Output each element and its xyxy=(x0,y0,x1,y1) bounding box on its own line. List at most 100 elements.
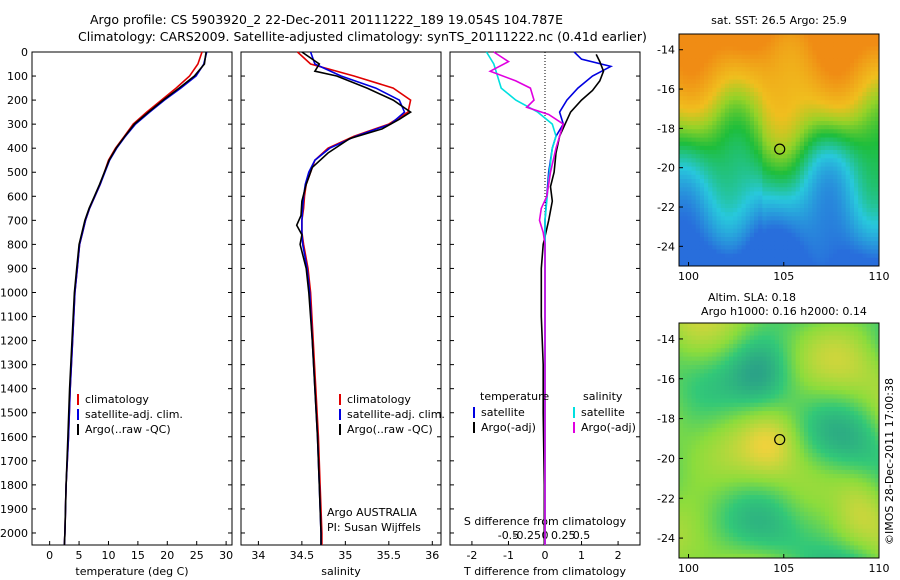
sst_map-cell xyxy=(745,162,751,167)
sst_map-cell xyxy=(683,208,688,213)
sst_map-cell xyxy=(824,249,830,254)
sla_map-cell xyxy=(691,331,697,336)
sla_map-cell xyxy=(687,469,692,475)
sst_map-cell xyxy=(783,96,788,101)
sst_map-cell xyxy=(874,38,880,43)
sla_map-cell xyxy=(824,339,830,345)
sla_map-cell xyxy=(683,398,688,404)
sst_map-cell xyxy=(683,125,688,130)
sst_map-cell xyxy=(783,237,788,242)
sst_map-cell xyxy=(858,166,863,172)
sst_map-cell xyxy=(858,257,863,263)
sst_map-cell xyxy=(699,220,705,225)
sst_map-cell xyxy=(874,116,880,122)
sst_map-cell xyxy=(804,245,809,250)
sst_map-cell xyxy=(808,87,813,93)
sla_map-cell xyxy=(699,495,705,500)
sst_map-cell xyxy=(766,232,772,238)
sla_map-cell xyxy=(858,440,863,446)
sst_map-cell xyxy=(791,150,797,155)
sst_map-cell xyxy=(770,87,776,93)
sst_map-cell xyxy=(866,195,872,201)
sst_map-cell xyxy=(799,166,805,172)
sst_map-cell xyxy=(874,42,880,47)
sst_map-cell xyxy=(712,83,717,89)
sla_map-cell xyxy=(774,495,780,500)
sla_map-cell xyxy=(712,457,717,462)
sst_map-cell xyxy=(754,87,759,93)
sst_map-cell xyxy=(762,166,767,172)
sst_map-cell xyxy=(691,145,697,151)
sst_map-cell xyxy=(745,87,751,93)
sst_map-cell xyxy=(812,179,817,184)
sst_map-cell xyxy=(820,166,826,172)
sst_map-cell xyxy=(795,133,801,138)
sla_map-cell xyxy=(754,348,759,353)
sla_map-cell xyxy=(874,495,880,500)
depth-tick-label: 100 xyxy=(7,70,28,83)
sst_map-cell xyxy=(708,249,713,254)
sla_map-cell xyxy=(804,427,809,433)
sst_map-cell xyxy=(695,79,701,85)
sla_map-cell xyxy=(858,444,863,450)
sst_map-cell xyxy=(679,34,684,39)
sla_map-cell xyxy=(766,423,772,429)
sla_map-cell xyxy=(699,448,705,454)
sst_map-cell xyxy=(716,203,722,209)
sla_map-cell xyxy=(745,482,751,488)
sst_map-cell xyxy=(716,67,722,72)
sst_map-cell xyxy=(729,75,734,80)
sla_map-cell xyxy=(754,457,759,462)
sst_map-cell xyxy=(754,63,759,68)
sst_map-cell xyxy=(824,34,830,39)
sst_map-cell xyxy=(716,79,722,85)
sst_map-cell xyxy=(733,179,738,184)
sst_map-cell xyxy=(824,129,830,134)
sla_map-cell xyxy=(737,465,742,471)
sla_map-cell xyxy=(812,398,817,404)
sst_map-cell xyxy=(874,145,880,151)
sst_map-cell xyxy=(854,191,859,196)
sst_map-cell xyxy=(870,96,876,101)
sst_map-cell xyxy=(824,50,830,56)
sst_map-cell xyxy=(795,79,801,85)
sst_map-cell xyxy=(766,183,772,188)
sst_map-cell xyxy=(724,42,730,47)
sla_map-cell xyxy=(858,331,863,336)
sla_map-cell xyxy=(766,465,772,471)
sst_map-cell xyxy=(749,212,755,217)
sla_map-cell xyxy=(758,402,763,408)
sst_map-cell xyxy=(849,121,855,126)
sst_map-cell xyxy=(766,170,772,176)
sst_map-cell xyxy=(812,54,817,60)
sla_map-cell xyxy=(699,394,705,399)
sla_map-cell xyxy=(683,478,688,483)
sla_map-cell xyxy=(699,377,705,383)
sla_map-cell xyxy=(854,339,859,345)
sst_map-cell xyxy=(866,87,872,93)
sst_map-cell xyxy=(833,166,838,172)
sst_map-cell xyxy=(737,208,742,213)
sst_map-cell xyxy=(683,179,688,184)
sla_map-cell xyxy=(712,427,717,433)
sla_map-cell xyxy=(787,402,792,408)
sla_map-cell xyxy=(729,352,734,357)
sst_map-ytick-label: -24 xyxy=(657,240,675,253)
sst_map-cell xyxy=(783,34,788,39)
sst_map-cell xyxy=(754,121,759,126)
sla_map-cell xyxy=(679,440,684,446)
sla_map-cell xyxy=(699,352,705,357)
sst_map-cell xyxy=(854,249,859,254)
sst_map-cell xyxy=(720,63,726,68)
sst_map-cell xyxy=(833,170,838,176)
sla_map-cell xyxy=(849,474,855,479)
sst_map-cell xyxy=(858,179,863,184)
sst_map-cell xyxy=(774,261,780,267)
sla_map-cell xyxy=(854,461,859,467)
sla_map-cell xyxy=(795,339,801,345)
sst_map-cell xyxy=(729,253,734,259)
sst_map-cell xyxy=(845,249,851,254)
sla_map-cell xyxy=(687,486,692,492)
sst_map-cell xyxy=(770,121,776,126)
sla_map-cell xyxy=(812,436,817,441)
